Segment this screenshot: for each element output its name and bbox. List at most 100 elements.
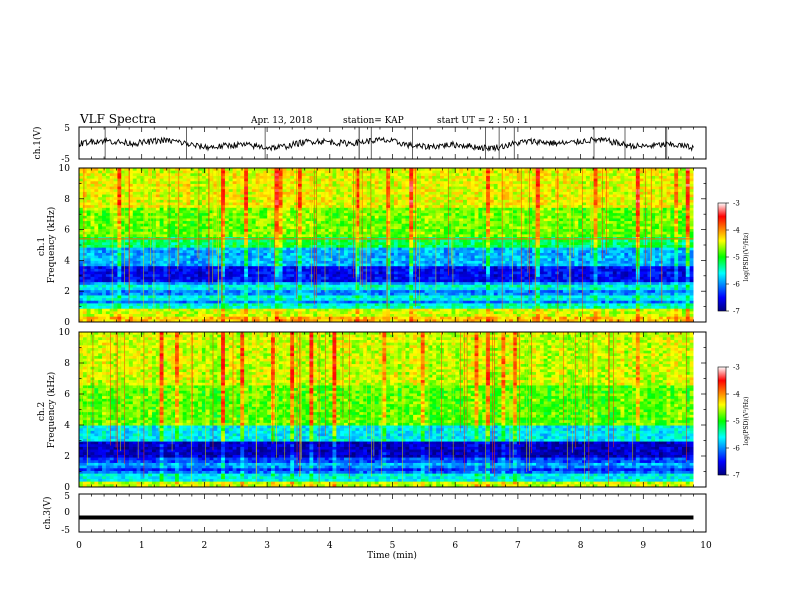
ch1-spectrogram-cell [263, 183, 268, 188]
ch1-spectrogram-cell [397, 197, 403, 201]
ch1-spectrogram-cell [574, 205, 579, 209]
ch1-spectrogram-cell [455, 173, 460, 177]
ch1-spectrogram-cell [286, 191, 291, 196]
ch1-spectrogram-cell [94, 173, 99, 177]
ch1-spectrogram-cell [343, 242, 349, 246]
ch1-spectrogram-cell [547, 191, 552, 196]
ch1-spectrogram-cell [505, 199, 510, 204]
ch1-spectrogram-cell [251, 239, 257, 243]
ch1-spectrogram-cell [267, 221, 272, 225]
ch1-spectrogram-cell [274, 226, 280, 230]
ch1-spectrogram-cell [324, 194, 330, 198]
ch1-spectrogram-cell [670, 194, 675, 198]
ch1-spectrogram-cell [175, 231, 180, 235]
ch1-spectrogram-cell [478, 231, 483, 235]
ch1-spectrogram-cell [320, 173, 326, 177]
ch1-spectrogram-cell [374, 173, 380, 177]
ch1-spectrogram-cell [528, 181, 533, 185]
ch1-spectrogram-cell [585, 213, 591, 217]
ch1-spectrogram-cell [405, 199, 410, 204]
ch1-spectrogram-cell [670, 213, 675, 217]
ch1-spectrogram-cell [478, 242, 483, 246]
ch1-spectrogram-cell [489, 231, 495, 235]
ch1-spectrogram-cell [121, 186, 126, 190]
ch1-spectrogram-cell [401, 197, 407, 201]
ch1-spectrogram-cell [205, 215, 211, 220]
ch1-spectrogram-cell [589, 229, 595, 233]
ch1-spectrogram-cell [597, 207, 602, 212]
ch1-spectrogram-cell [386, 231, 391, 235]
ch1-spectrogram-cell [251, 223, 257, 228]
ch1-spectrogram-cell [144, 189, 149, 193]
ch1-spectrogram-cell [562, 213, 568, 217]
ch1-spectrogram-cell [651, 218, 656, 222]
ch1-spectrogram-cell [616, 221, 622, 225]
ch1-spectrogram-cell [463, 221, 468, 225]
ch1-spectrogram-cell [536, 186, 541, 190]
ch1-spectrogram-cell [536, 218, 541, 222]
ch1-spectrogram-cell [635, 207, 641, 212]
ch1-spectrogram-cell [113, 173, 118, 177]
ch1-spectrogram-cell [436, 183, 441, 188]
ch1-spectrogram-cell [340, 207, 345, 212]
ch1-spectrogram-cell [228, 199, 234, 204]
ch1-spectrogram-cell [86, 173, 92, 177]
ch1-spectrogram-cell [670, 181, 675, 185]
ch1-spectrogram-cell [512, 245, 518, 249]
ch1-spectrogram-cell [297, 239, 303, 243]
ch1-spectrogram-cell [190, 239, 195, 243]
ch1-spectrogram-cell [635, 191, 641, 196]
ch1-spectrogram-cell [589, 231, 595, 235]
ch1-spectrogram-cell [436, 197, 441, 201]
ch1-spectrogram-cell [455, 221, 460, 225]
ch1-spectrogram-cell [213, 247, 218, 251]
ch1-spectrogram-cell [455, 181, 460, 185]
ch1-spectrogram-cell [198, 215, 203, 220]
ch1-spectrogram-cell [589, 189, 595, 193]
ch1-spectrogram-cell [117, 210, 122, 214]
ch1-spectrogram-cell [286, 207, 291, 212]
ch1-spectrogram-cell [363, 245, 368, 249]
ch1-spectrogram-cell [278, 191, 284, 196]
ch1-spectrogram-cell [190, 186, 195, 190]
ch1-spectrogram-cell [463, 170, 468, 174]
ch1-spectrogram-cell [635, 245, 641, 249]
ch1-spectrogram-cell [678, 168, 683, 172]
ch1-spectrogram-cell [463, 223, 468, 228]
ch1-spectrogram-cell [232, 197, 238, 201]
ch1-spectrogram-cell [681, 218, 687, 222]
ch1-spectrogram-cell [82, 205, 88, 209]
ch1-spectrogram-cell [267, 239, 272, 243]
ch1-spectrogram-cell [489, 181, 495, 185]
ch1-spectrogram-cell [501, 168, 506, 172]
ch1-spectrogram-cell [167, 186, 172, 190]
ch1-spectrogram-cell [662, 221, 668, 225]
ch1-spectrogram-cell [144, 215, 149, 220]
ch1-spectrogram-cell [347, 199, 353, 204]
ch1-spectrogram-cell [159, 168, 165, 172]
ch1-spectrogram-cell [340, 218, 345, 222]
ch1-spectrogram-cell [655, 199, 660, 204]
ch1-spectrogram-cell [632, 229, 637, 233]
ch1-spectrogram-cell [136, 213, 142, 217]
ch1-spectrogram-cell [240, 231, 245, 235]
ch1-spectrogram-cell [635, 218, 641, 222]
ch1-spectrogram-cell [294, 234, 299, 238]
ch1-spectrogram-cell [355, 186, 360, 190]
ch1-spectrogram-cell [86, 181, 92, 185]
ch1-spectrogram-cell [459, 215, 464, 220]
ch1-spectrogram-cell [305, 178, 311, 182]
ch1-spectrogram-cell [217, 234, 222, 238]
ch1-spectrogram-cell [98, 175, 103, 180]
ch1-spectrogram-cell [393, 197, 399, 201]
ch1-spectrogram-cell [555, 234, 560, 238]
ch1-spectrogram-cell [632, 234, 637, 238]
ch1-spectrogram-cell [497, 186, 503, 190]
ch1-spectrogram-cell [585, 197, 591, 201]
ch1-spectrogram-cell [79, 229, 84, 233]
ch1-spectrogram-cell [255, 168, 261, 172]
ch1-spectrogram-cell [320, 191, 326, 196]
ch1-spectrogram-cell [82, 194, 88, 198]
ch1-spectrogram-cell [186, 199, 191, 204]
ch1-spectrogram-cell [102, 189, 107, 193]
